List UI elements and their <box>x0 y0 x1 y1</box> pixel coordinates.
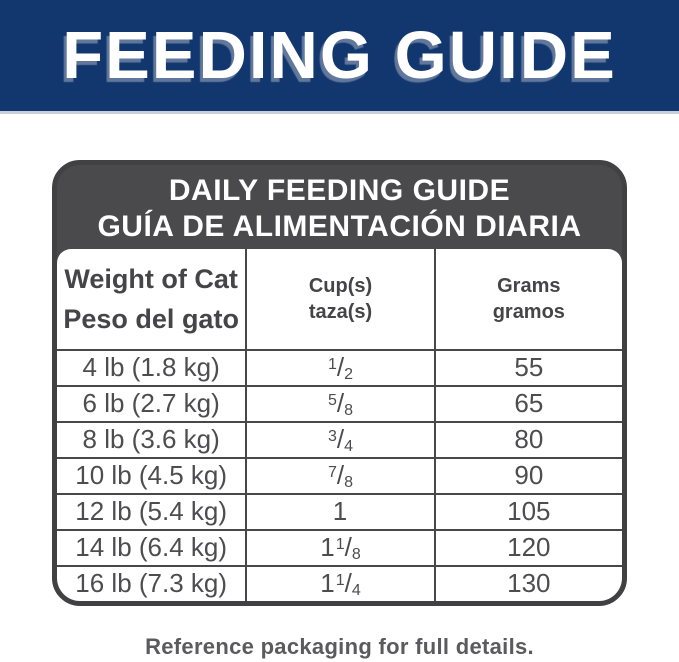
footer-note: Reference packaging for full details. <box>145 634 534 659</box>
feeding-table: Weight of Cat Peso del gato Cup(s) taza(… <box>57 249 622 601</box>
weight-cell: 10 lb (4.5 kg) <box>57 459 245 493</box>
cups-cell: 118 <box>245 531 433 565</box>
cups-cell: 114 <box>245 567 433 601</box>
table-row: 4 lb (1.8 kg) 12 55 <box>57 349 622 385</box>
grams-header-en: Grams <box>497 275 561 297</box>
cups-denominator: 8 <box>344 402 354 419</box>
grams-value: 65 <box>514 388 544 418</box>
card-header: DAILY FEEDING GUIDE GUÍA DE ALIMENTACIÓN… <box>57 165 622 263</box>
cups-numerator: 3 <box>327 428 337 445</box>
weight-cell: 8 lb (3.6 kg) <box>57 423 245 457</box>
grams-cell: 105 <box>433 495 622 529</box>
weight-value: 10 lb (4.5 kg) <box>75 460 228 490</box>
cups-denominator: 8 <box>351 546 361 563</box>
grams-value: 55 <box>514 352 544 382</box>
weight-value: 16 lb (7.3 kg) <box>75 568 228 598</box>
fraction-slash <box>345 568 352 598</box>
cups-cell: 1 <box>245 495 433 529</box>
weight-cell: 6 lb (2.7 kg) <box>57 387 245 421</box>
cups-cell: 34 <box>245 423 433 457</box>
grams-column-header: Grams gramos <box>433 249 622 349</box>
weight-cell: 12 lb (5.4 kg) <box>57 495 245 529</box>
cups-cell: 12 <box>245 351 433 385</box>
weight-value: 6 lb (2.7 kg) <box>82 388 220 418</box>
page-title: FEEDING GUIDE <box>62 18 617 93</box>
weight-value: 12 lb (5.4 kg) <box>75 496 228 526</box>
cups-numerator: 5 <box>327 392 337 409</box>
cups-denominator: 4 <box>351 582 361 599</box>
cups-cell: 78 <box>245 459 433 493</box>
grams-cell: 130 <box>433 567 622 601</box>
table-row: 6 lb (2.7 kg) 58 65 <box>57 385 622 421</box>
cups-numerator: 1 <box>335 572 345 589</box>
weight-header-es: Peso del gato <box>63 304 239 334</box>
cups-column-header: Cup(s) taza(s) <box>245 249 433 349</box>
grams-value: 90 <box>514 460 544 490</box>
cups-numerator: 1 <box>335 536 345 553</box>
fraction-slash <box>337 352 344 382</box>
cups-whole: 1 <box>320 532 335 562</box>
grams-cell: 65 <box>433 387 622 421</box>
weight-value: 4 lb (1.8 kg) <box>82 352 220 382</box>
grams-cell: 120 <box>433 531 622 565</box>
card-title-spanish: GUÍA DE ALIMENTACIÓN DIARIA <box>97 210 582 243</box>
cups-header-es: taza(s) <box>308 301 373 323</box>
weight-cell: 16 lb (7.3 kg) <box>57 567 245 601</box>
grams-cell: 90 <box>433 459 622 493</box>
grams-cell: 80 <box>433 423 622 457</box>
card-title-english: DAILY FEEDING GUIDE <box>168 174 511 207</box>
table-row: 10 lb (4.5 kg) 78 90 <box>57 457 622 493</box>
weight-value: 14 lb (6.4 kg) <box>75 532 228 562</box>
fraction-slash <box>337 388 344 418</box>
weight-cell: 4 lb (1.8 kg) <box>57 351 245 385</box>
table-row: 14 lb (6.4 kg) 118 120 <box>57 529 622 565</box>
weight-value: 8 lb (3.6 kg) <box>82 424 220 454</box>
grams-value: 80 <box>514 424 544 454</box>
grams-value: 130 <box>507 568 551 598</box>
fraction-slash <box>337 424 344 454</box>
fraction-slash <box>337 460 344 490</box>
cups-numerator: 7 <box>327 464 337 481</box>
grams-value: 120 <box>507 532 551 562</box>
grams-cell: 55 <box>433 351 622 385</box>
grams-value: 105 <box>507 496 551 526</box>
weight-column-header: Weight of Cat Peso del gato <box>57 249 245 349</box>
cups-denominator: 2 <box>344 366 354 383</box>
weight-header-en: Weight of Cat <box>64 264 238 294</box>
cups-whole: 1 <box>332 496 348 526</box>
feeding-guide-banner: FEEDING GUIDE <box>0 0 679 114</box>
table-row: 12 lb (5.4 kg) 1 105 <box>57 493 622 529</box>
cups-whole: 1 <box>320 568 335 598</box>
daily-feeding-guide-card: DAILY FEEDING GUIDE GUÍA DE ALIMENTACIÓN… <box>52 160 627 606</box>
table-row: 8 lb (3.6 kg) 34 80 <box>57 421 622 457</box>
table-row: 16 lb (7.3 kg) 114 130 <box>57 565 622 601</box>
weight-cell: 14 lb (6.4 kg) <box>57 531 245 565</box>
cups-cell: 58 <box>245 387 433 421</box>
fraction-slash <box>345 532 352 562</box>
cups-numerator: 1 <box>327 356 337 373</box>
cups-denominator: 8 <box>344 474 354 491</box>
cups-denominator: 4 <box>344 438 354 455</box>
cups-header-en: Cup(s) <box>308 275 373 297</box>
table-header-row: Weight of Cat Peso del gato Cup(s) taza(… <box>57 249 622 349</box>
grams-header-es: gramos <box>492 301 565 323</box>
